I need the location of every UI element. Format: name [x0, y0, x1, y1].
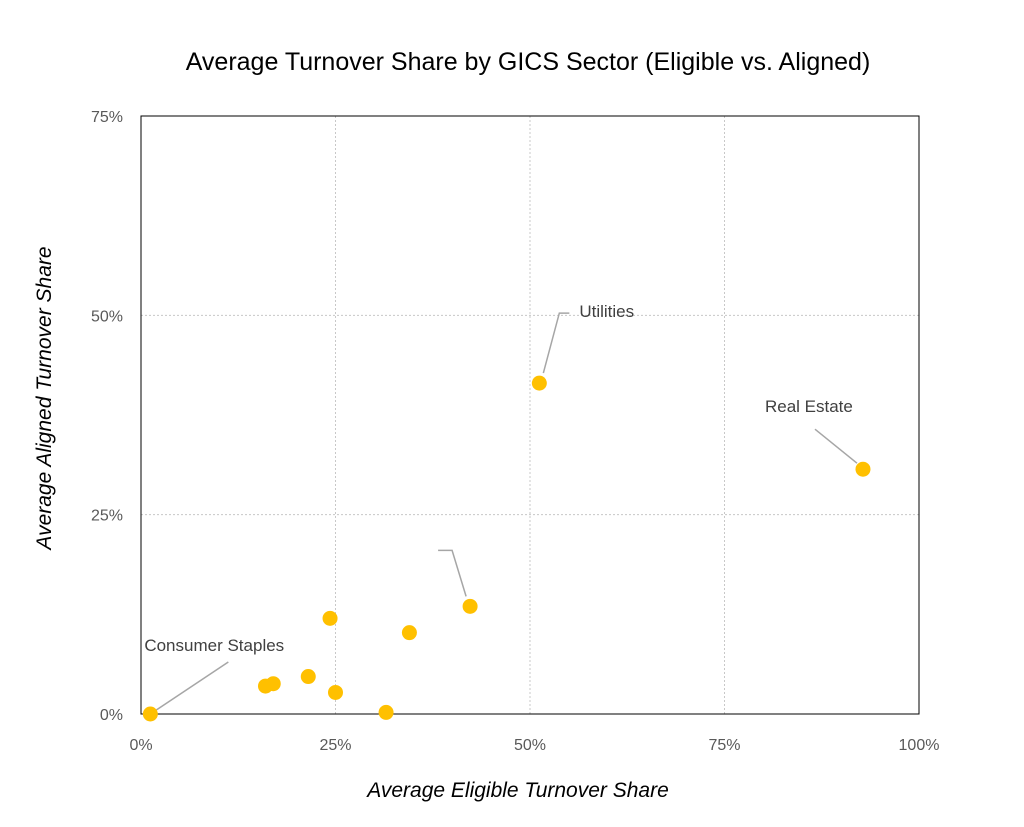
data-point [142, 706, 158, 722]
x-tick-label: 75% [708, 737, 740, 754]
data-point [462, 598, 478, 614]
point-annotations: Consumer Staples Utilities Real Estate [144, 302, 853, 655]
x-axis-ticks: 0% 25% 50% 75% 100% [129, 737, 939, 754]
data-point [531, 375, 547, 391]
x-tick-label: 0% [129, 737, 152, 754]
y-tick-label: 25% [91, 508, 123, 525]
data-points [142, 375, 871, 722]
y-axis-title: Average Aligned Turnover Share [33, 246, 56, 551]
gridlines [141, 116, 919, 714]
y-axis-ticks: 0% 25% 50% 75% [91, 109, 123, 724]
data-point [328, 684, 343, 700]
data-point [378, 704, 394, 720]
data-point [322, 610, 338, 626]
leader-line [542, 312, 570, 374]
y-tick-label: 50% [91, 308, 123, 325]
data-point [855, 461, 871, 477]
x-tick-label: 25% [319, 737, 351, 754]
plot-area [140, 115, 920, 715]
data-point [300, 669, 316, 685]
chart-title: Average Turnover Share by GICS Sector (E… [186, 48, 871, 76]
leader-line [814, 428, 858, 464]
x-tick-label: 100% [899, 737, 940, 754]
annotation-leaders [155, 312, 858, 711]
y-tick-label: 75% [91, 109, 123, 126]
point-label: Real Estate [765, 397, 853, 416]
leader-line [438, 549, 467, 597]
y-tick-label: 0% [100, 707, 123, 724]
data-point [265, 676, 281, 692]
point-label: Utilities [579, 302, 634, 321]
leader-line [155, 661, 229, 711]
x-axis-title: Average Eligible Turnover Share [365, 779, 669, 802]
point-label: Consumer Staples [144, 636, 284, 655]
data-point [401, 625, 417, 641]
x-tick-label: 50% [514, 737, 546, 754]
